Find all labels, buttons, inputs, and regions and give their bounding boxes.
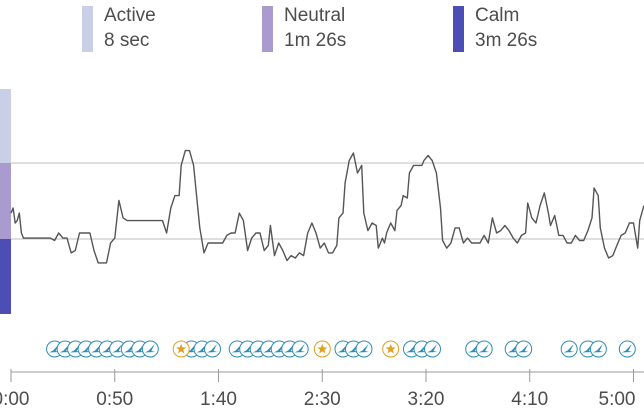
tick-label: 2:30	[304, 389, 341, 410]
tick-label: 3:20	[408, 389, 445, 410]
marker-row	[46, 340, 636, 358]
tick-label: 0:50	[96, 389, 133, 410]
tick-label: 0:00	[0, 389, 29, 410]
star-icon	[382, 340, 400, 358]
bird-icon	[355, 340, 373, 358]
bird-icon	[618, 340, 636, 358]
legend-swatch-active	[82, 6, 93, 52]
legend-label-neutral: Neutral	[284, 5, 346, 26]
bird-icon	[204, 340, 221, 358]
series-line	[10, 149, 644, 264]
tick-label: 5:00	[599, 389, 636, 410]
brainwave-chart: 0:00 0:50 1:40 2:30 3:20 4:10 5:00	[0, 89, 644, 410]
bird-icon	[424, 340, 441, 358]
zone-bar-neutral	[0, 163, 11, 239]
legend-swatch-calm	[453, 6, 464, 52]
zone-bar-calm	[0, 239, 11, 314]
legend-value-neutral: 1m 26s	[284, 30, 347, 51]
zone-bar-active	[0, 89, 11, 163]
legend-value-calm: 3m 26s	[475, 30, 538, 51]
star-icon	[313, 340, 331, 358]
bird-icon	[291, 340, 309, 358]
bird-icon	[141, 340, 159, 358]
tick-label: 1:40	[200, 389, 237, 410]
x-axis-ticks: 0:00 0:50 1:40 2:30 3:20 4:10 5:00	[0, 369, 635, 410]
tick-label: 4:10	[511, 389, 548, 410]
star-icon	[172, 340, 190, 358]
legend: Active 8 sec Neutral 1m 26s Calm 3m 26s	[0, 4, 644, 56]
legend-label-active: Active	[104, 5, 156, 26]
legend-value-active: 8 sec	[104, 30, 150, 51]
bird-icon	[589, 340, 607, 358]
bird-icon	[560, 340, 578, 358]
bird-icon	[475, 340, 493, 358]
bird-icon	[515, 340, 533, 358]
legend-swatch-neutral	[262, 6, 273, 52]
legend-label-calm: Calm	[475, 5, 520, 26]
